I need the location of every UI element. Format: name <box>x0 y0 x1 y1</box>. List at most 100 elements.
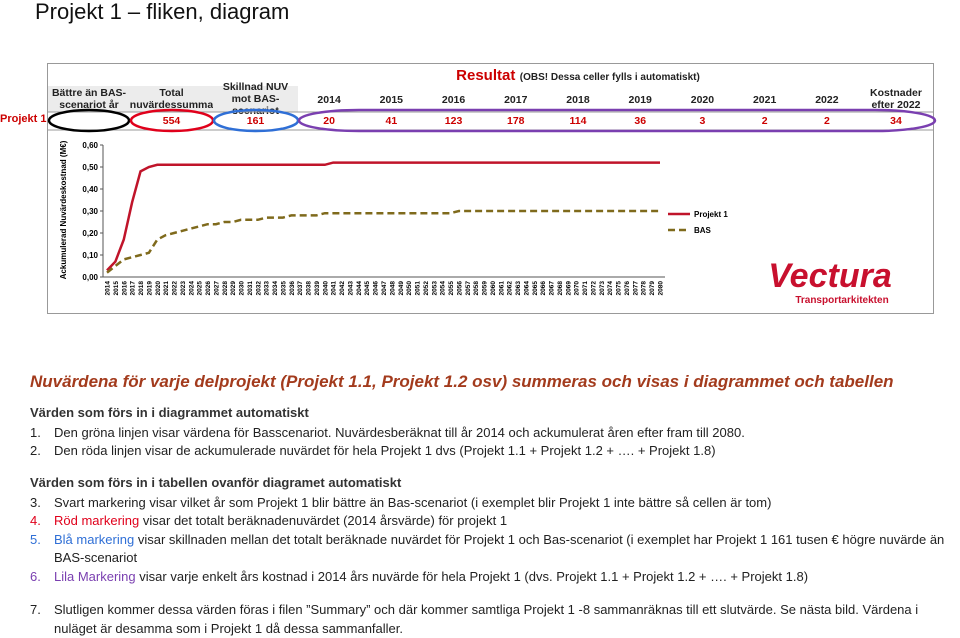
x-tick-label: 2048 <box>389 281 396 296</box>
x-tick-label: 2071 <box>582 281 589 296</box>
series-line <box>106 161 660 272</box>
x-tick-label: 2055 <box>448 281 455 296</box>
x-tick-label: 2019 <box>146 281 153 296</box>
x-tick-label: 2033 <box>264 281 271 296</box>
y-tick-label: 0,10 <box>82 251 98 260</box>
logo-name: Vectura <box>768 257 891 295</box>
legend-label: Projekt 1 <box>694 210 728 219</box>
list-item: 2. Den röda linjen visar de ackumulerade … <box>30 442 960 461</box>
item-number: 7. <box>30 602 41 617</box>
item-body: visar varje enkelt års kostnad i 2014 år… <box>139 568 809 584</box>
x-tick-label: 2076 <box>624 281 631 296</box>
blue-marking <box>212 108 300 133</box>
list-item: 1. Den gröna linjen visar värdena för Bas… <box>30 424 960 443</box>
x-tick-label: 2070 <box>574 281 581 296</box>
header-cell: Total nuvärdessumma <box>129 86 214 112</box>
black-marking <box>47 108 131 133</box>
x-tick-label: 2040 <box>322 281 329 296</box>
section-title: Värden som förs in i diagrammet automati… <box>30 405 309 420</box>
legend-label: BAS <box>694 226 712 235</box>
x-tick-label: 2068 <box>557 281 564 296</box>
list-item: 3. Svart markering visar vilket år som Pr… <box>30 494 960 513</box>
x-tick-label: 2052 <box>423 281 430 296</box>
x-tick-label: 2043 <box>347 281 354 296</box>
list-item: 7. Slutligen kommer dessa värden föras i … <box>30 601 960 638</box>
x-tick-label: 2030 <box>239 281 246 296</box>
row-label: Projekt 1 <box>0 113 47 125</box>
item-highlight: Röd markering <box>54 513 140 528</box>
x-tick-label: 2063 <box>515 281 522 296</box>
x-tick-label: 2053 <box>431 281 438 296</box>
x-tick-label: 2054 <box>440 281 447 296</box>
year-value: 114 <box>569 115 587 127</box>
x-tick-label: 2065 <box>532 281 539 296</box>
logo-tagline: Transportarkitekten <box>795 295 888 306</box>
item-highlight: Blå markering <box>54 531 135 547</box>
item-number: 4. <box>30 513 41 528</box>
y-tick-label: 0,60 <box>82 141 98 150</box>
item-text: Röd markering visar det totalt beräknade… <box>54 512 507 531</box>
page-title: Projekt 1 – fliken, diagram <box>35 0 290 24</box>
after-value: 34 <box>890 115 902 127</box>
x-tick-label: 2036 <box>289 281 296 296</box>
list-item: 6. Lila Markering visar varje enkelt års … <box>30 568 960 587</box>
y-tick-label: 0,30 <box>82 207 98 216</box>
year-header: 2020 <box>690 94 715 106</box>
x-tick-label: 2032 <box>255 281 262 296</box>
x-tick-label: 2057 <box>465 281 472 296</box>
x-tick-label: 2077 <box>632 281 639 296</box>
purple-marking <box>297 108 937 133</box>
x-tick-label: 2045 <box>364 281 371 296</box>
year-header: 2016 <box>441 94 466 106</box>
list-item: 4. Röd markering visar det totalt beräkna… <box>30 512 960 531</box>
x-tick-label: 2022 <box>172 281 179 296</box>
section-title: Värden som förs in i tabellen ovanför di… <box>30 475 402 490</box>
x-tick-label: 2039 <box>314 281 321 296</box>
x-tick-label: 2074 <box>607 281 614 296</box>
item-body: visar det totalt beräknadenuvärdet (2014… <box>142 513 508 528</box>
x-tick-label: 2042 <box>339 281 346 296</box>
x-tick-label: 2024 <box>188 281 195 296</box>
x-tick-label: 2064 <box>523 281 530 296</box>
year-value: 20 <box>323 115 335 127</box>
item-text: Slutligen kommer dessa värden föras i fi… <box>54 601 960 638</box>
year-header: 2014 <box>317 94 341 106</box>
x-tick-label: 2034 <box>272 281 279 296</box>
x-tick-label: 2029 <box>230 281 237 296</box>
year-value: 123 <box>444 115 463 127</box>
x-tick-label: 2044 <box>356 281 363 296</box>
x-tick-label: 2015 <box>113 281 120 296</box>
x-tick-label: 2027 <box>213 281 220 296</box>
x-tick-label: 2025 <box>197 281 204 296</box>
year-value: 3 <box>699 115 706 127</box>
x-tick-label: 2059 <box>482 281 489 296</box>
x-tick-label: 2062 <box>507 281 514 296</box>
x-tick-label: 2080 <box>658 281 665 296</box>
item-number: 6. <box>30 568 41 584</box>
x-tick-label: 2023 <box>180 281 187 296</box>
item-number: 1. <box>30 424 41 440</box>
item-number: 2. <box>30 443 41 458</box>
x-tick-label: 2035 <box>280 281 287 296</box>
x-tick-label: 2069 <box>565 281 572 296</box>
after-header: Kostnader efter 2022 <box>870 87 922 111</box>
year-header: 2019 <box>628 94 652 106</box>
x-tick-label: 2018 <box>138 281 145 296</box>
year-value: 178 <box>507 115 525 127</box>
y-axis-label: Ackumulerad Nuvärdeskostnad (M€) <box>59 140 68 279</box>
x-tick-label: 2016 <box>121 281 128 296</box>
y-tick-label: 0,40 <box>82 185 98 194</box>
year-header: 2021 <box>752 94 777 106</box>
item-text: Den gröna linjen visar värdena för Bassc… <box>54 424 745 443</box>
header-cell: Bättre än BAS-scenariot år <box>48 86 130 112</box>
x-tick-label: 2079 <box>649 281 656 296</box>
x-tick-label: 2031 <box>247 281 254 296</box>
x-tick-label: 2066 <box>540 281 547 296</box>
x-tick-label: 2078 <box>641 281 648 296</box>
x-tick-label: 2047 <box>381 281 388 296</box>
x-tick-label: 2049 <box>398 281 405 296</box>
result-title: Resultat (OBS! Dessa celler fylls i auto… <box>298 67 858 85</box>
item-text: Lila Markering visar varje enkelt års ko… <box>54 568 808 587</box>
x-tick-label: 2050 <box>406 281 413 296</box>
